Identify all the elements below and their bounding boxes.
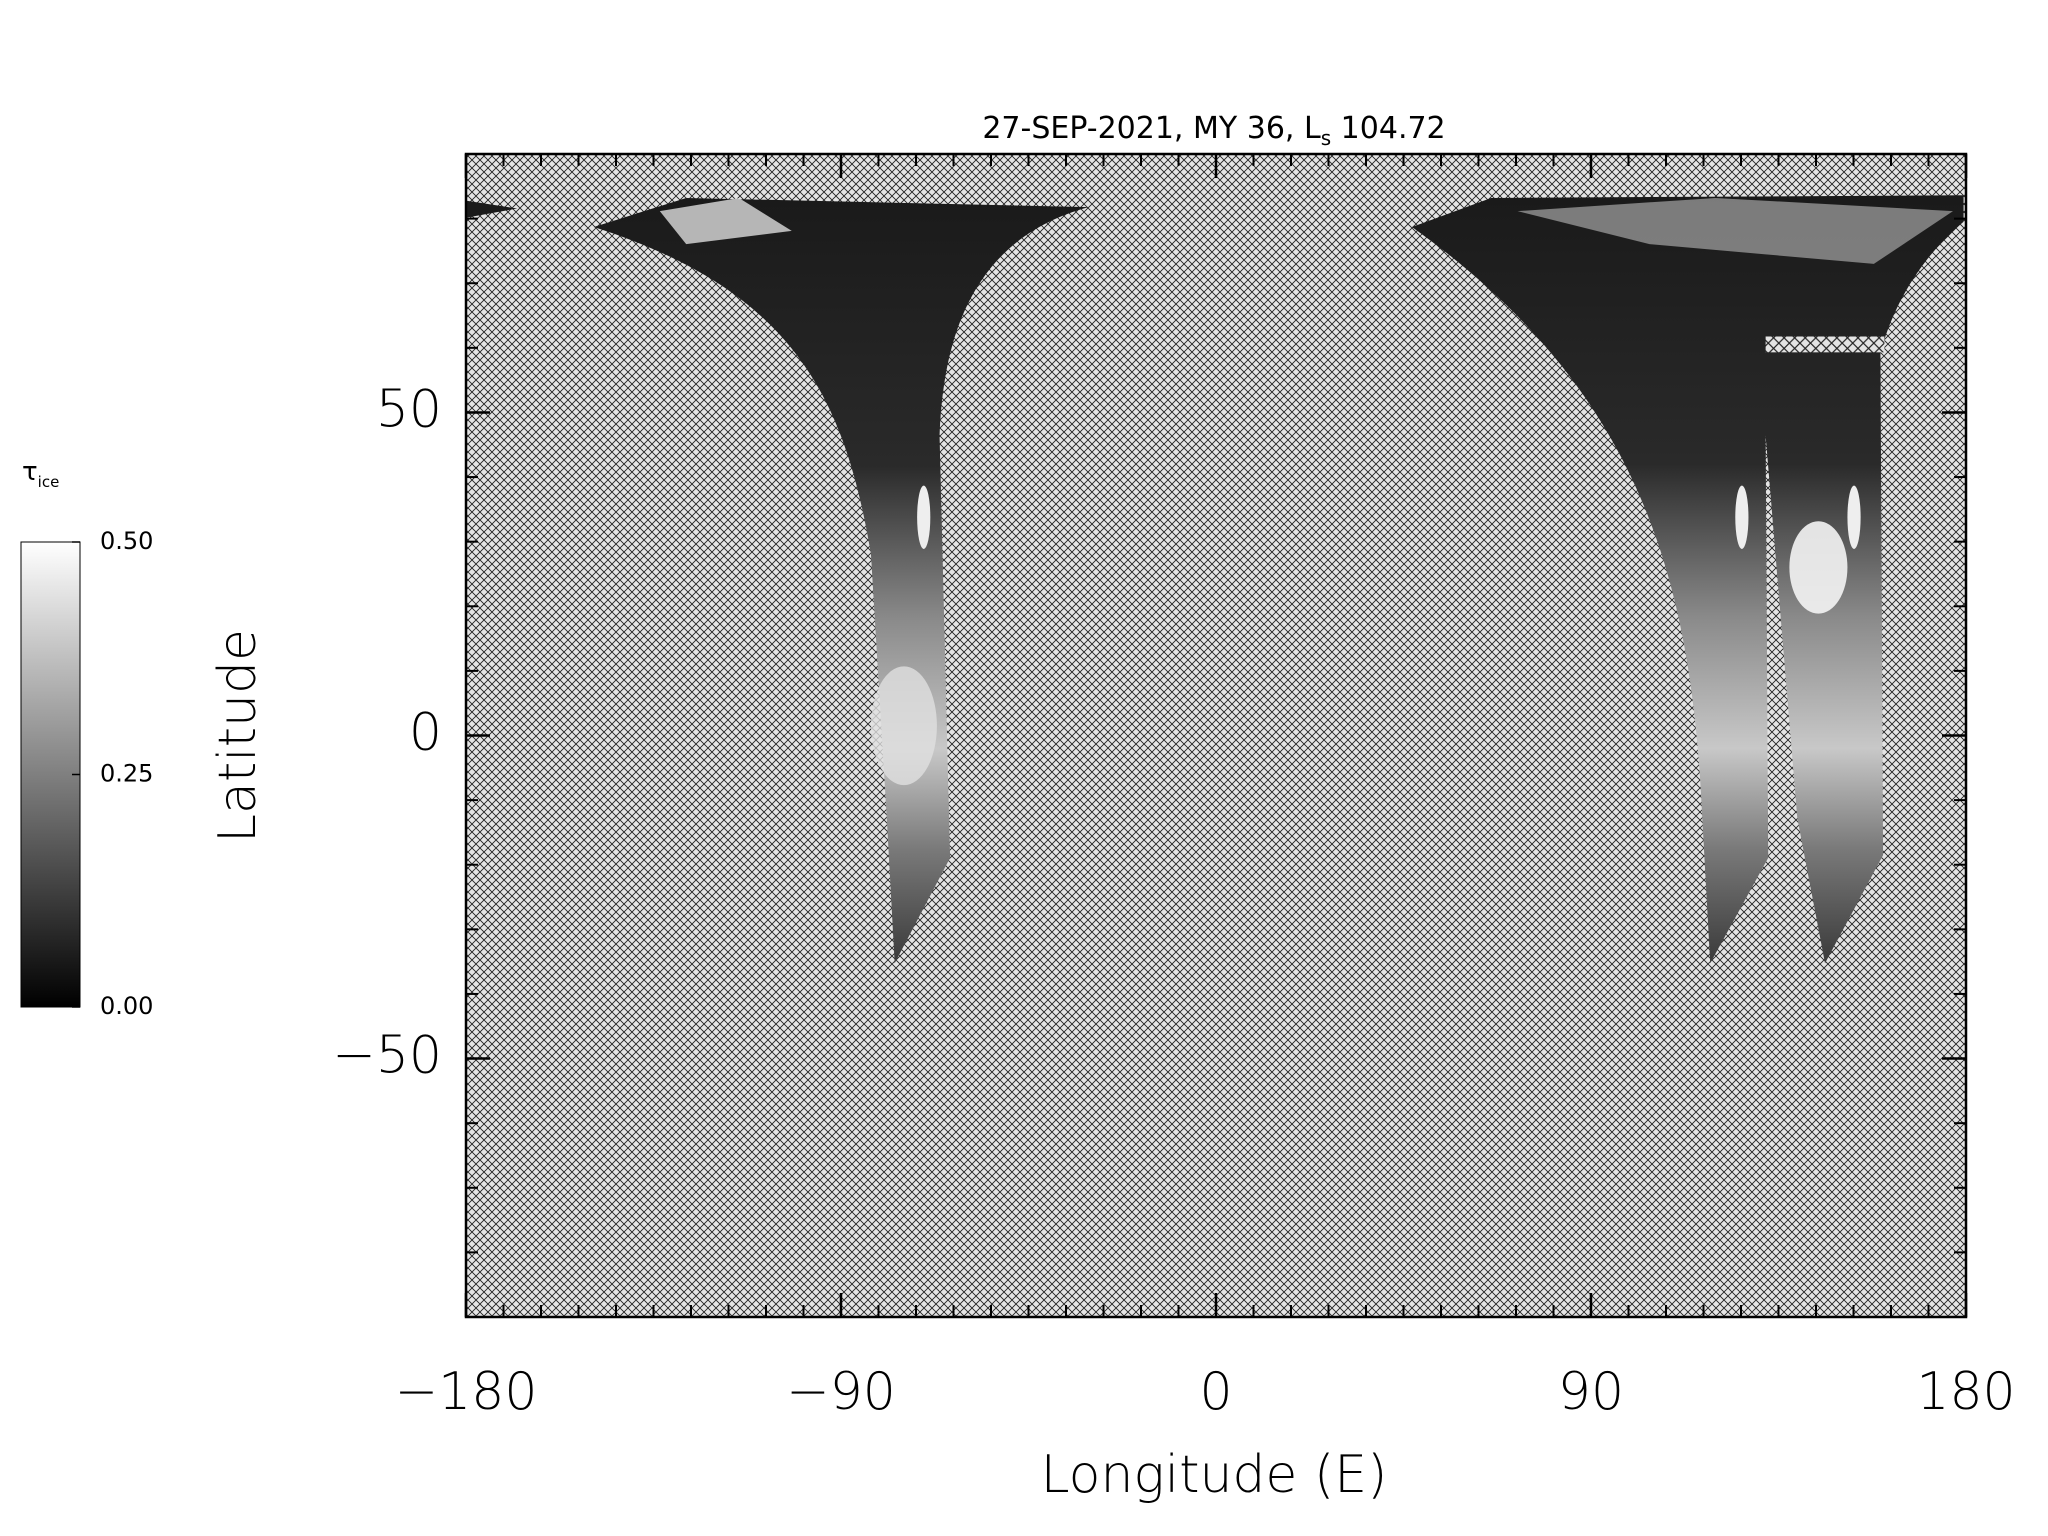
y-tick-label: −50: [332, 1026, 442, 1086]
x-axis-label: Longitude (E): [1041, 1445, 1388, 1505]
colorbar-subscript: ice: [38, 473, 60, 491]
x-tick-label: −90: [786, 1362, 896, 1422]
colorbar-tick-label: 0.50: [100, 527, 153, 555]
y-tick-label: 0: [409, 703, 442, 763]
title-text: 27-SEP-2021, MY 36, L: [982, 111, 1321, 146]
chart-title: 27-SEP-2021, MY 36, Ls 104.72: [982, 111, 1445, 150]
colorbar: [20, 541, 81, 1008]
x-tick-label: 180: [1916, 1362, 2015, 1422]
colorbar-symbol: τ: [22, 457, 38, 487]
y-axis-label: Latitude: [208, 629, 268, 843]
x-tick-label: 90: [1558, 1362, 1624, 1422]
colorbar-tick-label: 0.25: [100, 760, 153, 788]
x-tick-label: 0: [1199, 1362, 1232, 1422]
title-subscript: s: [1321, 126, 1331, 150]
title-suffix: 104.72: [1331, 111, 1446, 146]
x-tick-label: −180: [395, 1362, 538, 1422]
colorbar-label: τice: [22, 457, 59, 491]
colorbar-tick-label: 0.00: [100, 992, 153, 1020]
observation-swaths: [465, 195, 1964, 964]
y-tick-label: 50: [376, 379, 442, 439]
